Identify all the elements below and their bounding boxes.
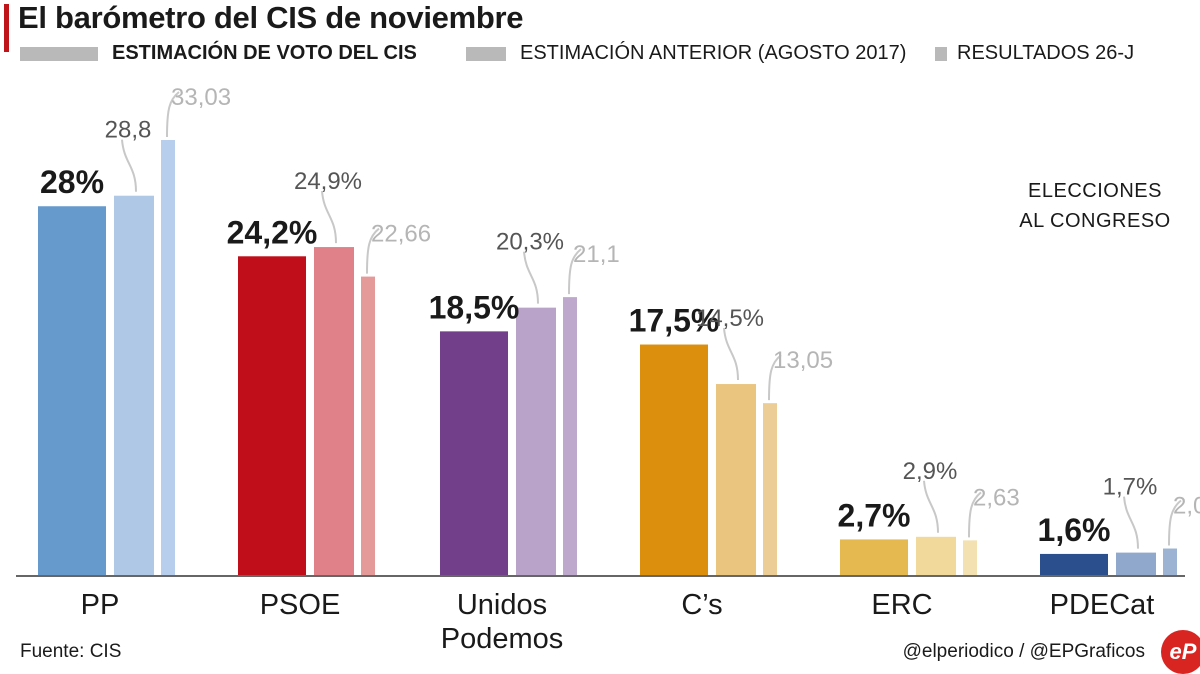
data-label-pdecat-26j: 2,01 [1173,493,1200,520]
chart-title: El barómetro del CIS de noviembre [18,0,524,35]
bar-unidos-podemos-series-2 [516,307,556,575]
context-note-line: ELECCIONES [1028,180,1162,202]
data-label-psoe-current: 24,2% [227,214,318,250]
bar-erc-series-2 [916,536,956,575]
data-label-pdecat-current: 1,6% [1038,512,1111,548]
category-label-unidos-podemos: Unidos [457,589,547,621]
bar-pdecat-series-3 [1163,548,1177,575]
category-label-erc: ERC [871,589,932,621]
data-label-cs-previous: 14,5% [696,305,764,332]
bar-pp-series-1 [38,206,106,575]
connector-psoe-previous [321,190,337,244]
data-label-psoe-previous: 24,9% [294,168,362,195]
credit-note: @elperiodico / @EPGraficos [902,641,1145,662]
bar-pdecat-series-2 [1116,552,1156,575]
legend: ESTIMACIÓN DE VOTO DEL CIS ESTIMACIÓN AN… [0,42,1200,70]
bar-pdecat-series-1 [1040,553,1108,575]
bar-psoe-series-3 [361,276,375,575]
bar-cs-series-1 [640,344,708,575]
source-note: Fuente: CIS [20,641,122,662]
bar-psoe-series-1 [238,256,306,575]
legend-label: ESTIMACIÓN ANTERIOR (AGOSTO 2017) [520,42,907,64]
legend-swatch-icon [935,46,947,61]
el-periodico-logo-icon: eP [1161,630,1200,674]
category-label-pdecat: PDECat [1050,589,1155,621]
legend-swatch-icon [466,46,506,61]
data-label-unidos-podemos-26j: 21,1 [573,241,620,268]
connector-unidos-podemos-previous [523,251,539,304]
connector-cs-26j [768,354,782,401]
bar-pp-series-2 [114,195,154,576]
title-accent-bar [4,4,9,52]
bar-erc-series-1 [840,539,908,575]
data-label-cs-26j: 13,05 [773,347,833,374]
bar-cs-series-3 [763,403,777,575]
context-note-line: AL CONGRESO [1019,210,1171,232]
connector-pp-previous [121,139,137,192]
context-note: ELECCIONES AL CONGRESO [990,176,1200,236]
data-label-pp-previous: 28,8 [105,117,152,144]
connector-cs-previous [723,327,739,381]
data-label-erc-26j: 2,63 [973,484,1020,511]
data-label-unidos-podemos-current: 18,5% [429,289,520,325]
legend-item-26j-results: RESULTADOS 26-J [935,42,1134,65]
legend-label: RESULTADOS 26-J [957,42,1135,64]
category-label-psoe: PSOE [260,589,341,621]
data-label-pdecat-previous: 1,7% [1103,474,1158,501]
bar-unidos-podemos-series-1 [440,331,508,575]
bar-pp-series-3 [161,140,175,575]
legend-swatch-icon [20,46,98,61]
connector-pdecat-26j [1168,499,1182,546]
legend-item-previous-estimate: ESTIMACIÓN ANTERIOR (AGOSTO 2017) [466,42,906,65]
category-label-cs: C’s [681,589,722,621]
data-label-erc-previous: 2,9% [903,458,958,485]
data-label-unidos-podemos-previous: 20,3% [496,229,564,256]
bar-erc-series-3 [963,540,977,575]
bar-psoe-series-2 [314,247,354,575]
data-label-psoe-26j: 22,66 [371,221,431,248]
legend-label: ESTIMACIÓN DE VOTO DEL CIS [112,42,417,64]
connector-erc-previous [923,480,939,533]
data-label-erc-current: 2,7% [838,497,911,533]
legend-item-current-estimate: ESTIMACIÓN DE VOTO DEL CIS [20,42,417,65]
connector-psoe-26j [366,227,380,274]
category-label-unidos-podemos: Podemos [441,623,564,655]
category-label-pp: PP [81,589,120,621]
connector-pdecat-previous [1123,496,1139,549]
bar-unidos-podemos-series-3 [563,297,577,575]
bar-cs-series-2 [716,384,756,575]
data-label-pp-26j: 33,03 [171,84,231,111]
connector-unidos-podemos-26j [568,248,582,295]
connector-erc-26j [968,491,982,538]
data-label-cs-current: 17,5% [629,303,720,339]
data-label-pp-current: 28% [40,164,104,200]
connector-pp-26j [166,91,180,138]
